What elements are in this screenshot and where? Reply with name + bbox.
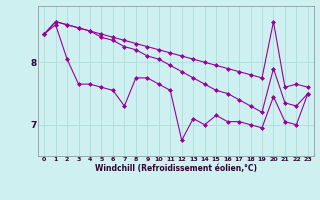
X-axis label: Windchill (Refroidissement éolien,°C): Windchill (Refroidissement éolien,°C)	[95, 164, 257, 173]
